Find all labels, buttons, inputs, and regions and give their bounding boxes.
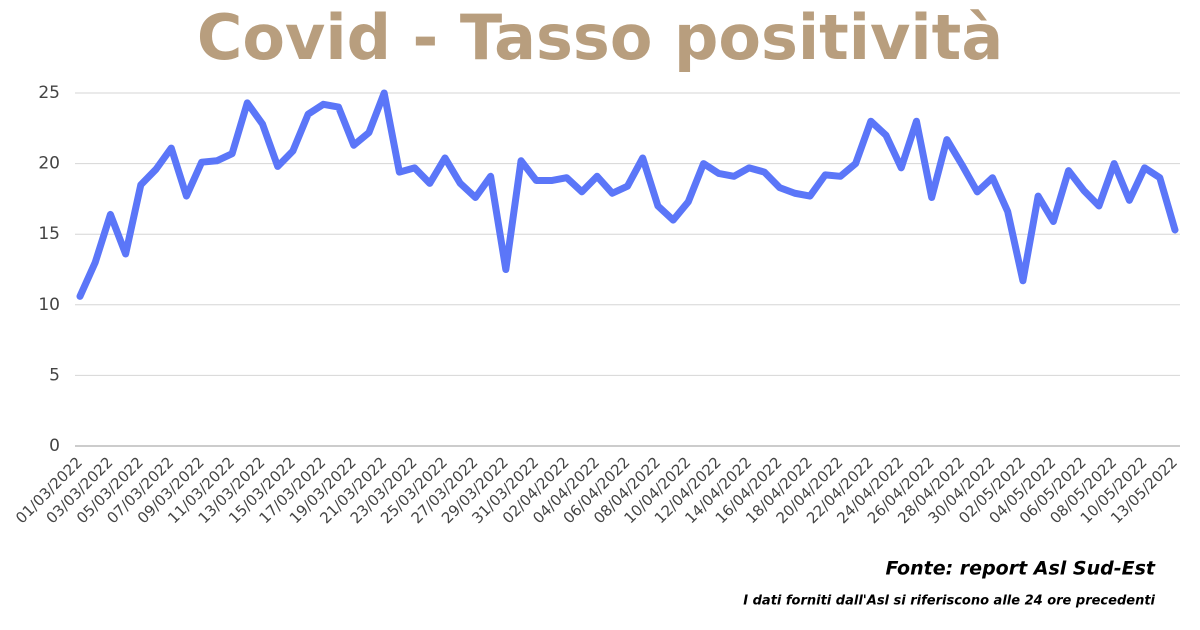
- y-tick-label: 10: [38, 295, 60, 315]
- y-tick-label: 0: [49, 436, 60, 456]
- line-series: [76, 89, 1179, 300]
- chart-title: Covid - Tasso positività: [197, 1, 1003, 74]
- y-tick-label: 5: [49, 365, 60, 385]
- source-note: Fonte: report Asl Sud-Est: [886, 558, 1156, 580]
- y-tick-label: 25: [38, 83, 60, 103]
- y-tick-label: 20: [38, 154, 60, 174]
- y-tick-label: 15: [38, 224, 60, 244]
- footnote: I dati forniti dall'Asl si riferiscono a…: [743, 594, 1155, 609]
